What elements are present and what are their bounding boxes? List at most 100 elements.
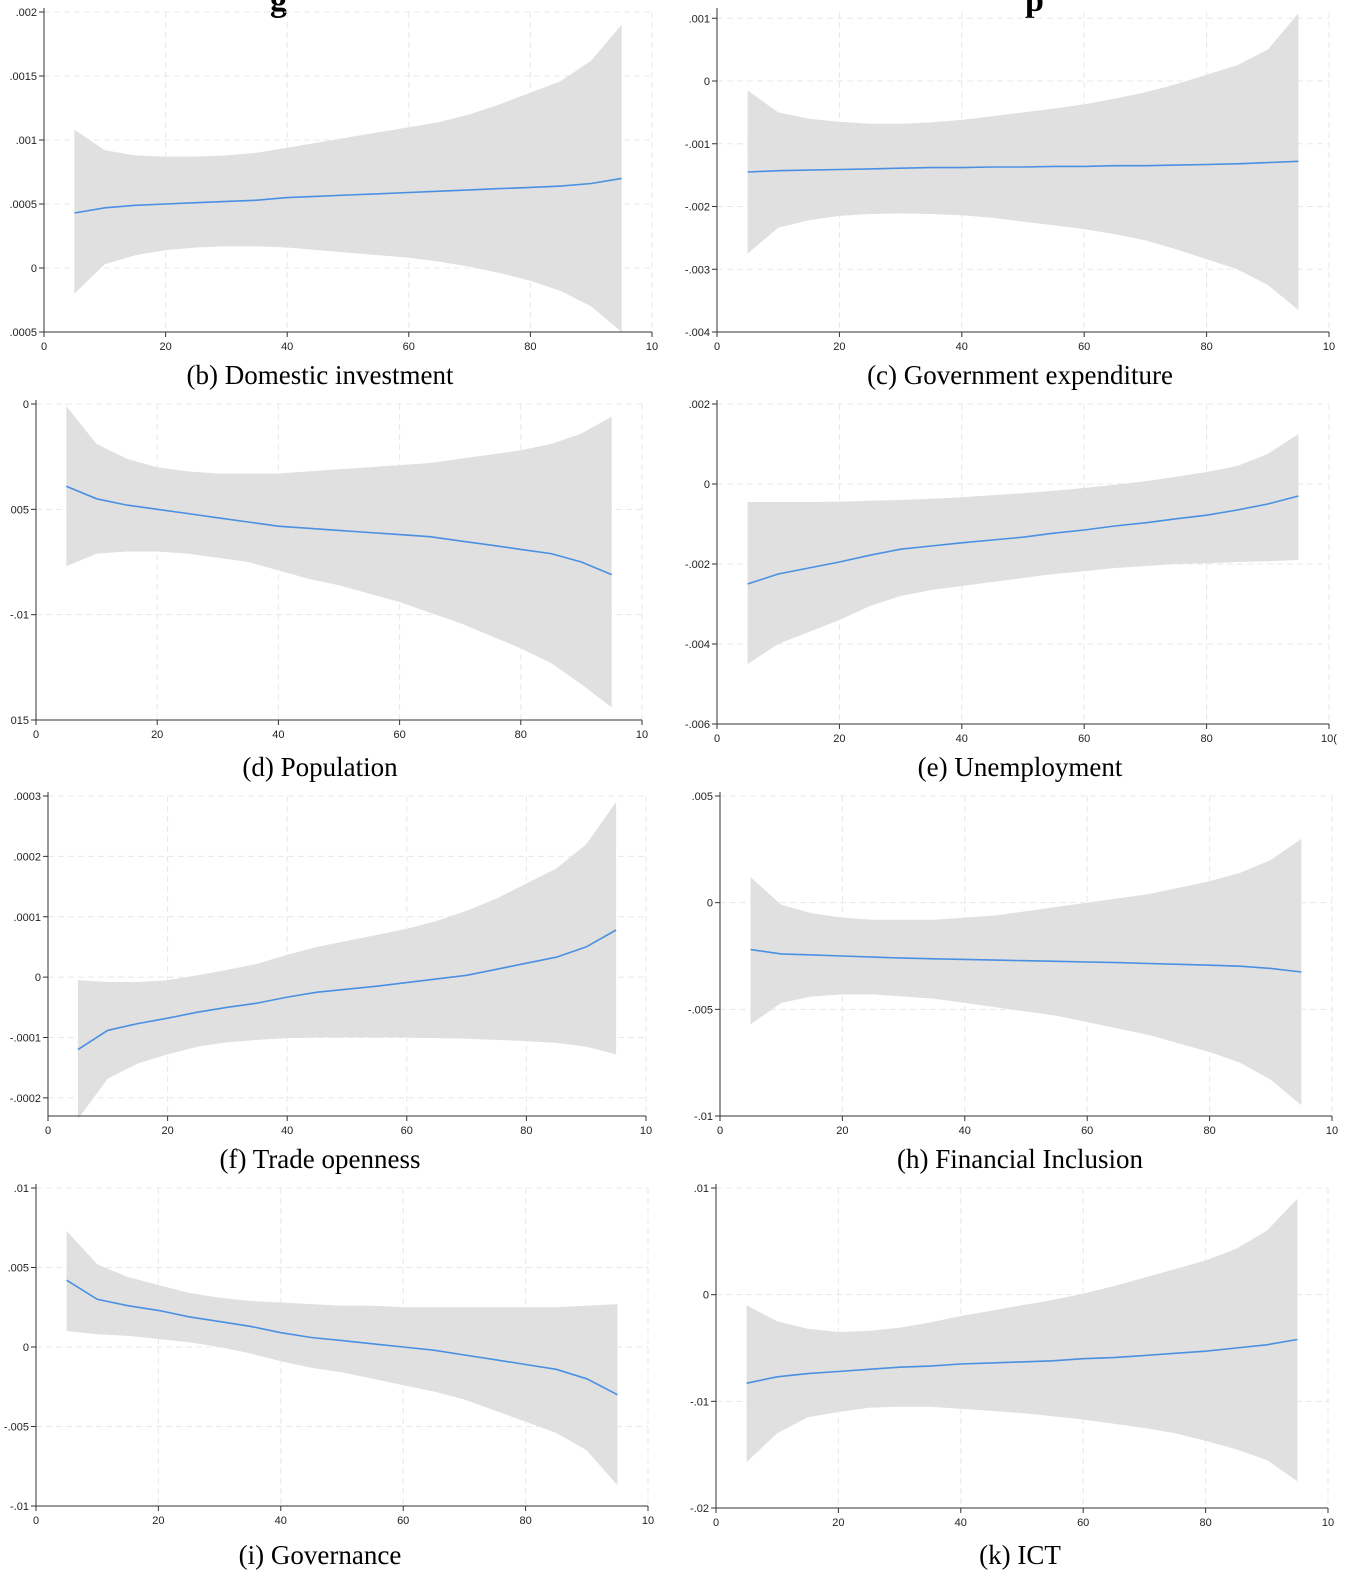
x-tick-label: 40: [281, 1125, 293, 1137]
y-tick-label: .0001: [13, 912, 41, 924]
confidence-band: [66, 406, 612, 708]
estimate-line: [74, 177, 622, 214]
y-tick-label: .0005: [9, 327, 37, 339]
confidence-band: [77, 802, 617, 1119]
y-tick-label: -.02: [690, 1503, 709, 1515]
x-tick-label: 0: [713, 1517, 719, 1529]
x-tick-label: 40: [956, 733, 968, 745]
cut-title-right: p: [1025, 0, 1044, 19]
x-tick-label: 60: [1078, 733, 1090, 745]
x-tick-label: 60: [397, 1515, 409, 1527]
x-tick-label: 10(: [1321, 733, 1337, 745]
x-tick-label: 0: [714, 341, 720, 353]
y-tick-label: 005: [11, 504, 29, 516]
y-tick-label: -.002: [685, 202, 710, 214]
y-tick-label: -.0002: [10, 1093, 41, 1105]
chart-panel-i: .01 .005 0 -.005 -.01 0 20 40 60 80 10: [4, 1183, 654, 1527]
y-tick-label: -.0001: [10, 1033, 41, 1045]
x-tick-label: 80: [1200, 733, 1212, 745]
y-tick-label: -.005: [4, 1422, 29, 1434]
estimate-line: [66, 1279, 618, 1396]
y-tick-label: 0: [35, 972, 41, 984]
y-tick-label: .01: [14, 1183, 29, 1195]
caption-f: (f) Trade openness: [219, 1144, 421, 1174]
caption-i: (i) Governance: [238, 1540, 402, 1570]
y-tick-label: -.004: [685, 639, 710, 651]
y-tick-label: .0015: [9, 71, 37, 83]
x-tick-label: 60: [401, 1125, 413, 1137]
x-tick-label: 10: [1323, 341, 1335, 353]
caption-h: (h) Financial Inclusion: [897, 1144, 1143, 1174]
x-tick-label: 20: [833, 733, 845, 745]
x-tick-label: 40: [281, 341, 293, 353]
x-tick-label: 20: [159, 341, 171, 353]
x-tick-label: 10: [646, 341, 658, 353]
x-tick-label: 80: [524, 341, 536, 353]
y-tick-label: -.01: [690, 1396, 709, 1408]
y-tick-label: 0: [23, 399, 29, 411]
chart-panel-b: .002 .0015 .001 .0005 0 .0005 0 20 40 60 80 10: [9, 7, 658, 353]
x-tick-label: 60: [403, 341, 415, 353]
y-tick-label: -.01: [694, 1111, 713, 1123]
y-tick-label: -.003: [685, 264, 710, 276]
confidence-band: [747, 13, 1299, 311]
x-tick-label: 10: [636, 729, 648, 741]
caption-c: (c) Government expenditure: [867, 360, 1173, 390]
chart-panel-k: .01 0 -.01 -.02 0 20 40 60 80 10: [690, 1183, 1334, 1529]
x-tick-label: 20: [833, 341, 845, 353]
y-tick-label: .0002: [13, 851, 41, 863]
y-tick-label: .001: [689, 13, 710, 25]
estimate-line: [747, 495, 1299, 585]
x-tick-label: 80: [515, 729, 527, 741]
confidence-band: [74, 24, 622, 333]
confidence-band: [747, 434, 1299, 664]
x-tick-label: 10: [1326, 1125, 1338, 1137]
x-tick-label: 40: [959, 1125, 971, 1137]
caption-k: (k) ICT: [979, 1540, 1061, 1570]
estimate-line: [750, 948, 1302, 973]
y-tick-label: 0: [23, 1342, 29, 1354]
x-tick-label: 0: [33, 729, 39, 741]
y-tick-label: 015: [11, 715, 29, 727]
y-tick-label: .002: [689, 399, 710, 411]
x-tick-label: 20: [836, 1125, 848, 1137]
cut-title-left: g: [270, 0, 287, 19]
caption-d: (d) Population: [242, 752, 398, 782]
x-tick-label: 80: [1203, 1125, 1215, 1137]
y-tick-label: 0: [707, 898, 713, 910]
x-tick-label: 10: [642, 1515, 654, 1527]
x-tick-label: 0: [714, 733, 720, 745]
confidence-band: [746, 1198, 1298, 1482]
y-tick-label: .005: [692, 791, 713, 803]
y-tick-label: .002: [16, 7, 37, 19]
confidence-band: [750, 838, 1302, 1106]
x-tick-label: 40: [955, 1517, 967, 1529]
x-tick-label: 0: [41, 341, 47, 353]
x-tick-label: 20: [832, 1517, 844, 1529]
x-tick-label: 80: [1200, 341, 1212, 353]
estimate-line: [746, 1338, 1298, 1384]
estimate-line: [747, 160, 1299, 173]
y-tick-label: -.001: [685, 139, 710, 151]
chart-panel-h: .005 0 -.005 -.01 0 20 40 60 80 10: [688, 791, 1338, 1137]
x-tick-label: 20: [161, 1125, 173, 1137]
x-tick-label: 0: [45, 1125, 51, 1137]
y-tick-label: 0: [31, 263, 37, 275]
x-tick-label: 80: [1199, 1517, 1211, 1529]
y-tick-label: .005: [8, 1263, 29, 1275]
x-tick-label: 40: [956, 341, 968, 353]
x-tick-label: 60: [393, 729, 405, 741]
y-tick-label: 0: [703, 1290, 709, 1302]
chart-panel-f: .0003 .0002 .0001 0 -.0001 -.0002 0 20 40 60 80 10: [10, 791, 652, 1137]
caption-b: (b) Domestic investment: [186, 360, 454, 390]
x-tick-label: 0: [717, 1125, 723, 1137]
y-tick-label: .001: [16, 135, 37, 147]
y-tick-label: 0: [704, 479, 710, 491]
x-tick-label: 10: [640, 1125, 652, 1137]
y-tick-label: -.004: [685, 327, 710, 339]
x-tick-label: 60: [1077, 1517, 1089, 1529]
x-tick-label: 20: [152, 1515, 164, 1527]
x-tick-label: 80: [519, 1515, 531, 1527]
confidence-band: [66, 1230, 618, 1486]
y-tick-label: .01: [694, 1183, 709, 1195]
